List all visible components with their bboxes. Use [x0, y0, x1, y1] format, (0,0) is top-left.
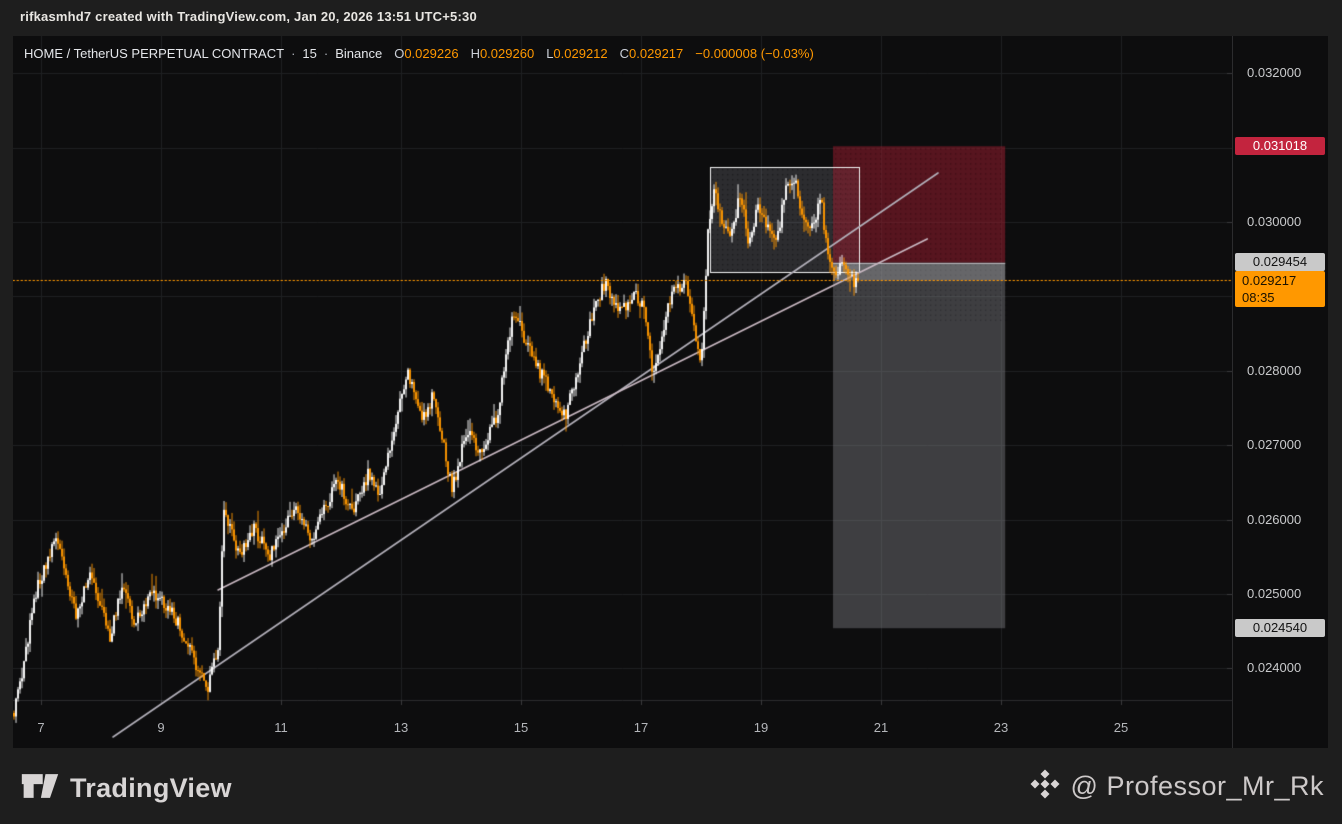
- ohlc-low-label: L: [546, 46, 554, 61]
- chart-pane: HOME / TetherUS PERPETUAL CONTRACT · 15 · Bi…: [13, 36, 1328, 748]
- chart-canvas[interactable]: [13, 36, 1232, 748]
- legend-exchange: Binance: [335, 46, 383, 61]
- legend-separator-2: ·: [323, 46, 329, 61]
- ohlc-low-value: 0.029212: [553, 46, 608, 61]
- price-axis-label: 0.025000: [1247, 585, 1302, 601]
- price-badge-entry: 0.029454: [1235, 253, 1325, 272]
- watermark-text: @ Professor_Mr_Rk: [1070, 771, 1324, 801]
- legend-symbol[interactable]: HOME / TetherUS PERPETUAL CONTRACT: [24, 46, 285, 61]
- ohlc-high-value: 0.029260: [479, 46, 535, 61]
- time-axis-label: 19: [753, 720, 769, 735]
- price-axis-label: 0.028000: [1247, 362, 1302, 378]
- tradingview-mark-icon: [20, 766, 60, 811]
- bar-countdown: 08:35: [1242, 290, 1275, 306]
- author-watermark: @ Professor_Mr_Rk: [1029, 768, 1324, 805]
- price-axis-label: 0.032000: [1247, 65, 1302, 81]
- price-axis-label: 0.026000: [1247, 511, 1302, 527]
- time-axis-label: 17: [633, 720, 649, 735]
- chart-legend[interactable]: HOME / TetherUS PERPETUAL CONTRACT · 15 · Bi…: [24, 46, 814, 61]
- price-badge-stop: 0.031018: [1235, 136, 1325, 155]
- time-axis-label: 15: [513, 720, 529, 735]
- price-axis-label: 0.027000: [1247, 437, 1302, 453]
- price-axis[interactable]: 0.032000 0.030000 0.028000 0.027000 0.026000…: [1232, 36, 1329, 748]
- ohlc-open-label: O: [394, 46, 405, 61]
- last-price-value: 0.029217: [1242, 273, 1297, 289]
- tradingview-logo: TradingView: [20, 766, 232, 811]
- binance-icon: [1029, 768, 1061, 805]
- price-axis-label: 0.030000: [1247, 213, 1302, 229]
- time-axis-label: 7: [37, 720, 45, 735]
- legend-separator-1: ·: [291, 46, 296, 61]
- price-badge-last: 0.029217 08:35: [1235, 271, 1325, 308]
- time-axis-label: 23: [993, 720, 1009, 735]
- ohlc-open-value: 0.029226: [404, 46, 459, 61]
- legend-change: −0.000008 (−0.03%): [695, 46, 814, 61]
- price-badge-target: 0.024540: [1235, 618, 1325, 637]
- price-axis-label: 0.024000: [1247, 660, 1302, 676]
- time-axis-label: 25: [1113, 720, 1129, 735]
- tradingview-logo-text: TradingView: [70, 773, 232, 803]
- ohlc-close-label: C: [619, 46, 630, 61]
- time-axis-label: 21: [873, 720, 889, 735]
- time-axis-label: 13: [393, 720, 409, 735]
- ohlc-close-value: 0.029217: [629, 46, 684, 61]
- attribution-text: rifkasmhd7 created with TradingView.com,…: [20, 9, 477, 24]
- time-axis-label: 9: [157, 720, 165, 735]
- ohlc-high-label: H: [470, 46, 480, 61]
- time-axis-label: 11: [274, 720, 288, 735]
- legend-interval[interactable]: 15: [302, 46, 317, 61]
